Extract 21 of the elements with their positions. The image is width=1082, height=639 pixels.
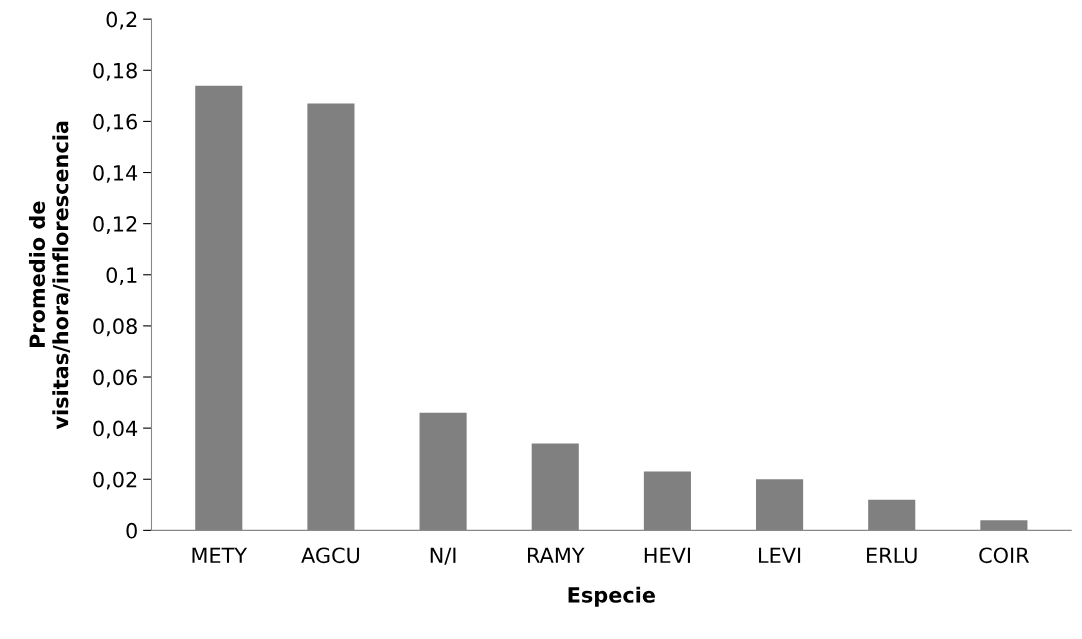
y-tick-label: 0,1 [106,267,137,286]
y-tick-label: 0,04 [93,420,138,439]
x-tick-label: METY [192,547,248,563]
x-tick-label: N/I [430,547,456,565]
x-tick-label: ERLU [867,547,917,564]
y-tick-label: 0,16 [93,113,137,132]
x-tick-label: RAMY [528,547,585,563]
y-tick-label: 0 [126,522,137,539]
x-tick-label: AGCU [301,547,360,564]
y-tick-label: 0,08 [93,318,137,337]
y-tick-label: 0,14 [93,164,138,183]
y-tick-label: 0,02 [93,471,137,490]
x-tick-label: LEVI [759,547,801,563]
x-tick-label: COIR [979,547,1030,564]
y-tick-label: 0,06 [93,369,137,388]
y-axis-title: Promedio de visitas/hora/inflorescencia [28,121,71,430]
y-tick-label: 0,2 [106,11,137,30]
y-tick-label: 0,18 [93,62,137,81]
x-axis-title: Especie [568,586,655,607]
y-tick-label: 0,12 [93,216,137,234]
x-tick-label: HEVI [644,547,690,563]
